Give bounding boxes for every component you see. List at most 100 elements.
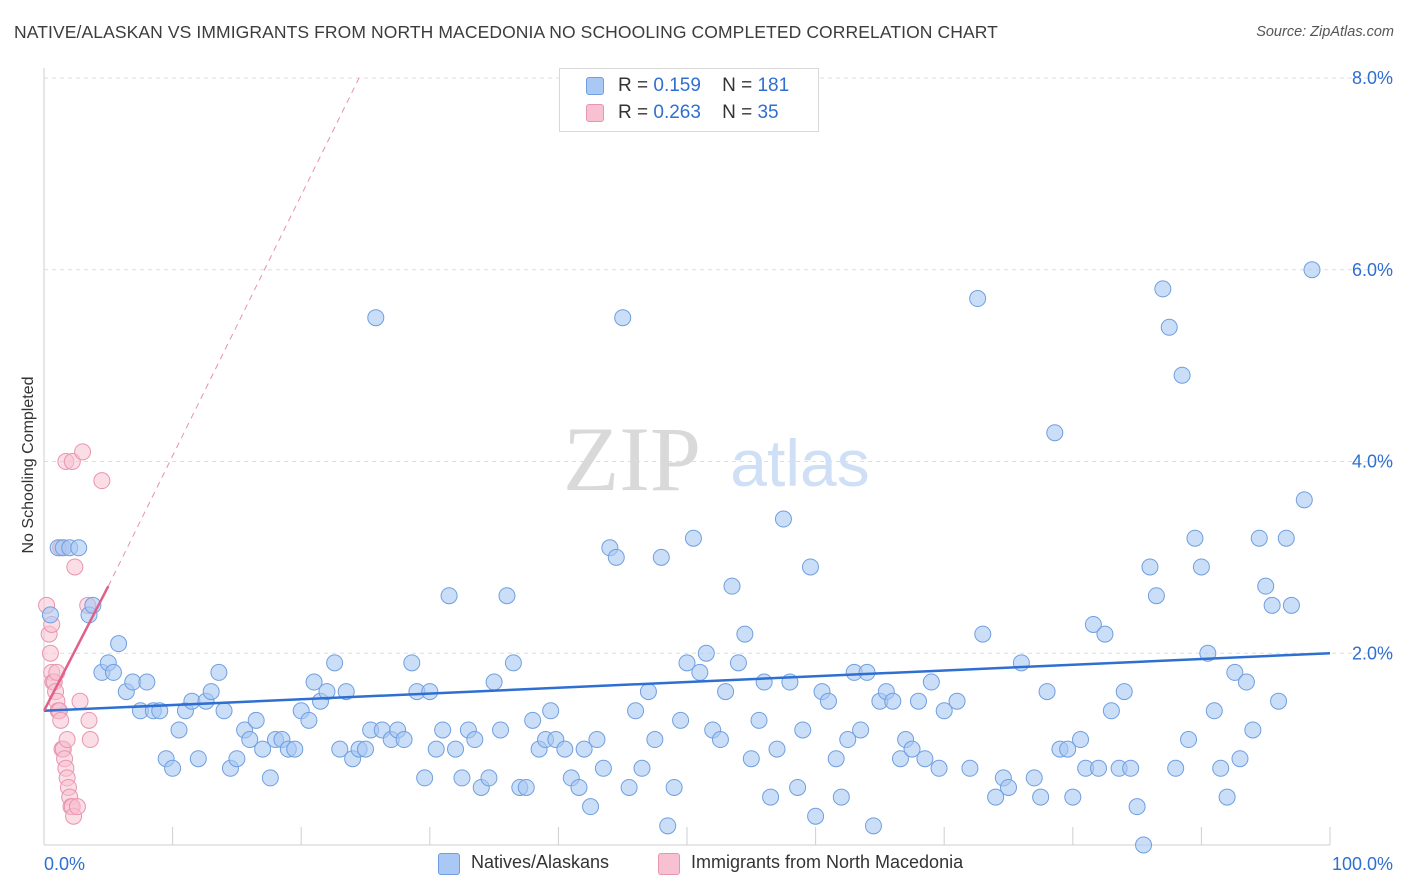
legend-r-label: R = (618, 75, 649, 96)
blue-point (170, 721, 188, 739)
blue-point (1102, 702, 1120, 720)
blue-point (620, 778, 638, 796)
blue-point (807, 807, 825, 825)
blue-point (1231, 750, 1249, 768)
blue-point (447, 740, 465, 758)
legend-r-label: R = (618, 102, 649, 123)
watermark: ZIP atlas (563, 408, 870, 510)
blue-point (794, 721, 812, 739)
blue-point (1244, 721, 1262, 739)
blue-point (1141, 558, 1159, 576)
blue-point (403, 654, 421, 672)
blue-point (750, 711, 768, 729)
blue-point (241, 731, 259, 749)
blue-point (672, 711, 690, 729)
blue-point (736, 625, 754, 643)
blue-point (891, 750, 909, 768)
blue-point (864, 817, 882, 835)
blue-point (1160, 318, 1178, 336)
blue-point (1205, 702, 1223, 720)
y-axis-label: No Schooling Completed (20, 376, 37, 554)
blue-point (1090, 759, 1108, 777)
blue-point (1295, 491, 1313, 509)
blue-point (183, 692, 201, 710)
pink-trend-line (42, 585, 110, 712)
blue-point (665, 778, 683, 796)
bottom-legend-label-blue: Natives/Alaskans (471, 852, 610, 872)
blue-point (1122, 759, 1140, 777)
pink-point (74, 443, 92, 461)
blue-point (164, 759, 182, 777)
blue-point (556, 740, 574, 758)
blue-point (138, 673, 156, 691)
blue-point (678, 654, 696, 672)
blue-point (247, 711, 265, 729)
blue-point (1192, 558, 1210, 576)
blue-point (1128, 798, 1146, 816)
blue-point (903, 740, 921, 758)
blue-point (607, 548, 625, 566)
blue-point (582, 798, 600, 816)
blue-point (1072, 731, 1090, 749)
legend-n-label: N = (722, 102, 753, 123)
blue-point (614, 309, 632, 327)
pink-point (71, 692, 89, 710)
blue-point (633, 759, 651, 777)
blue-point (367, 309, 385, 327)
blue-point (684, 529, 702, 547)
pink-point (80, 711, 98, 729)
blue-trend-line (43, 652, 1331, 713)
blue-point (801, 558, 819, 576)
blue-point (723, 577, 741, 595)
pink-point (58, 731, 76, 749)
blue-point (70, 539, 88, 557)
y-tick-label: 4.0% (1352, 452, 1393, 472)
source-label: Source: ZipAtlas.com (1256, 24, 1394, 40)
legend-n-label: N = (722, 75, 753, 96)
blue-point (1046, 424, 1064, 442)
pink-series-points (38, 443, 111, 825)
blue-point (542, 702, 560, 720)
blue-point (1064, 788, 1082, 806)
blue-point (124, 673, 142, 691)
pink-point (52, 711, 70, 729)
x-tick-label-min: 0.0% (44, 854, 85, 874)
blue-point (1025, 769, 1043, 787)
blue-point (717, 683, 735, 701)
blue-point (466, 731, 484, 749)
blue-point (974, 625, 992, 643)
legend-swatch-blue (586, 77, 604, 95)
blue-point (774, 510, 792, 528)
blue-point (395, 731, 413, 749)
blue-point (300, 711, 318, 729)
blue-point (691, 663, 709, 681)
y-tick-label: 6.0% (1352, 260, 1393, 280)
blue-point (318, 683, 336, 701)
blue-point (948, 692, 966, 710)
blue-point (1154, 280, 1172, 298)
tick-labels: 2.0% 4.0% 6.0% 8.0% 0.0% 100.0% (44, 68, 1393, 874)
blue-point (1226, 663, 1244, 681)
bottom-legend-label-pink: Immigrants from North Macedonia (691, 852, 964, 872)
blue-point (453, 769, 471, 787)
blue-point (498, 587, 516, 605)
legend-r-value: 0.263 (653, 102, 701, 123)
blue-point (1167, 759, 1185, 777)
blue-point (1096, 625, 1114, 643)
blue-point (261, 769, 279, 787)
y-tick-label: 2.0% (1352, 643, 1393, 663)
blue-point (961, 759, 979, 777)
blue-point (755, 673, 773, 691)
blue-point (588, 731, 606, 749)
blue-point (827, 750, 845, 768)
bottom-legend-swatch-pink (658, 853, 680, 875)
blue-point (1199, 644, 1217, 662)
chart-title: NATIVE/ALASKAN VS IMMIGRANTS FROM NORTH … (14, 22, 998, 42)
blue-point (1282, 596, 1300, 614)
grid-lines (44, 77, 1392, 654)
blue-point (492, 721, 510, 739)
blue-point (1115, 683, 1133, 701)
blue-point (215, 702, 233, 720)
blue-point (524, 711, 542, 729)
legend-swatch-pink (586, 104, 604, 122)
